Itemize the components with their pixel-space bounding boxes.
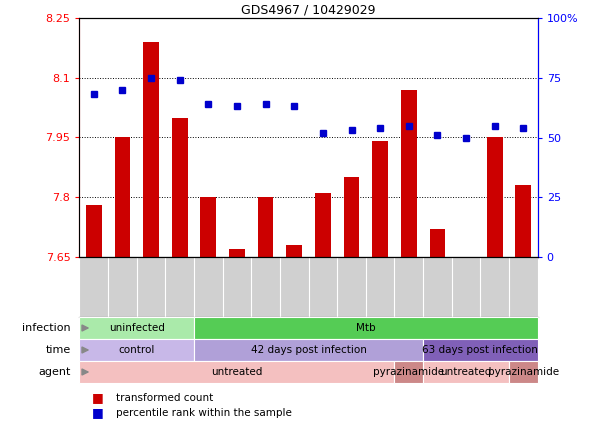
Bar: [315, 193, 331, 257]
Bar: [458, 257, 474, 261]
Bar: [395, 361, 423, 383]
Text: Mtb: Mtb: [356, 323, 376, 333]
Text: agent: agent: [38, 367, 71, 377]
Title: GDS4967 / 10429029: GDS4967 / 10429029: [241, 4, 376, 17]
Bar: [79, 339, 194, 361]
Bar: [114, 137, 130, 257]
Text: ■: ■: [92, 392, 103, 404]
Bar: [423, 361, 509, 383]
Text: control: control: [119, 345, 155, 355]
Bar: [487, 137, 503, 257]
Bar: [372, 141, 388, 257]
Text: 42 days post infection: 42 days post infection: [251, 345, 367, 355]
Text: uninfected: uninfected: [109, 323, 164, 333]
Bar: [172, 118, 188, 257]
Text: untreated: untreated: [441, 367, 492, 377]
Bar: [401, 90, 417, 257]
Bar: [79, 317, 194, 339]
Bar: [194, 339, 423, 361]
Bar: [86, 205, 101, 257]
Bar: [509, 361, 538, 383]
Bar: [79, 361, 395, 383]
Bar: [287, 245, 302, 257]
Bar: [143, 42, 159, 257]
Text: untreated: untreated: [211, 367, 263, 377]
Text: pyrazinamide: pyrazinamide: [488, 367, 559, 377]
Text: percentile rank within the sample: percentile rank within the sample: [116, 408, 292, 418]
Bar: [423, 339, 538, 361]
Bar: [430, 229, 445, 257]
Bar: [194, 317, 538, 339]
Text: infection: infection: [22, 323, 71, 333]
Text: transformed count: transformed count: [116, 393, 213, 403]
Text: pyrazinamide: pyrazinamide: [373, 367, 444, 377]
Bar: [229, 249, 245, 257]
Text: ■: ■: [92, 407, 103, 420]
Bar: [200, 197, 216, 257]
Bar: [258, 197, 274, 257]
Bar: [516, 185, 531, 257]
Bar: [343, 177, 359, 257]
Text: time: time: [46, 345, 71, 355]
Text: 63 days post infection: 63 days post infection: [422, 345, 538, 355]
